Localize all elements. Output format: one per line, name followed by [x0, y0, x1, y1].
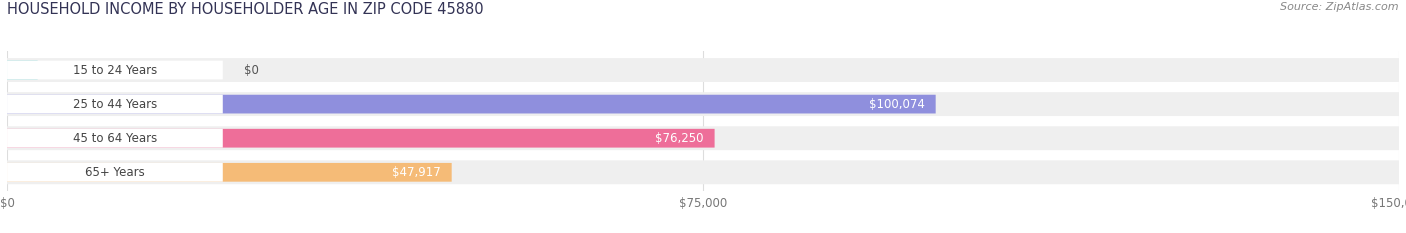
Text: 25 to 44 Years: 25 to 44 Years: [73, 98, 157, 111]
FancyBboxPatch shape: [7, 95, 222, 113]
Text: Source: ZipAtlas.com: Source: ZipAtlas.com: [1281, 2, 1399, 12]
Text: HOUSEHOLD INCOME BY HOUSEHOLDER AGE IN ZIP CODE 45880: HOUSEHOLD INCOME BY HOUSEHOLDER AGE IN Z…: [7, 2, 484, 17]
FancyBboxPatch shape: [7, 163, 222, 182]
Text: 15 to 24 Years: 15 to 24 Years: [73, 64, 157, 76]
FancyBboxPatch shape: [7, 95, 935, 113]
Text: $100,074: $100,074: [869, 98, 925, 111]
Text: 65+ Years: 65+ Years: [84, 166, 145, 179]
Text: $0: $0: [243, 64, 259, 76]
Text: 45 to 64 Years: 45 to 64 Years: [73, 132, 157, 145]
FancyBboxPatch shape: [7, 61, 222, 79]
FancyBboxPatch shape: [7, 58, 1399, 82]
FancyBboxPatch shape: [7, 92, 1399, 116]
Text: $76,250: $76,250: [655, 132, 703, 145]
FancyBboxPatch shape: [7, 163, 451, 182]
FancyBboxPatch shape: [7, 61, 38, 79]
FancyBboxPatch shape: [7, 160, 1399, 184]
FancyBboxPatch shape: [7, 129, 222, 147]
FancyBboxPatch shape: [7, 126, 1399, 150]
Text: $47,917: $47,917: [392, 166, 440, 179]
FancyBboxPatch shape: [7, 129, 714, 147]
